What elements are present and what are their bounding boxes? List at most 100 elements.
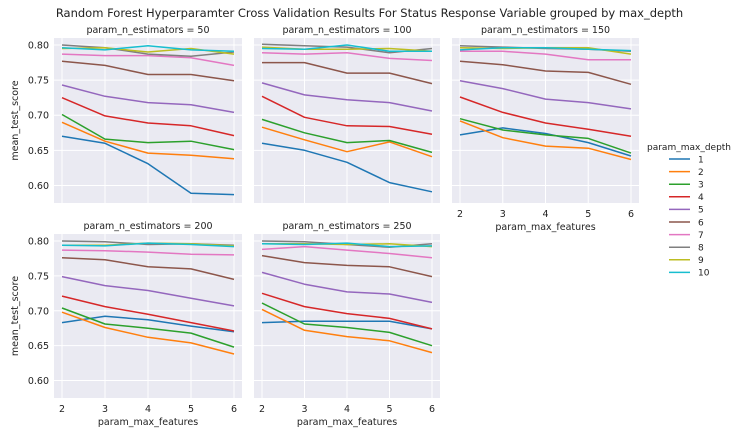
series-line-depth-5 — [61, 84, 235, 114]
x-tick-label: 4 — [145, 404, 151, 415]
series-line-depth-7 — [261, 51, 433, 62]
series-line-depth-3 — [261, 118, 433, 154]
x-tick-label: 2 — [457, 209, 463, 220]
figure-title: Random Forest Hyperparamter Cross Valida… — [56, 6, 683, 20]
panel-title: param_n_estimators = 100 — [282, 25, 411, 36]
x-tick-label: 6 — [429, 404, 435, 415]
x-tick-label: 6 — [231, 404, 237, 415]
series-line-depth-6 — [459, 60, 632, 86]
series-line-depth-8 — [61, 44, 235, 58]
series-line-depth-5 — [261, 271, 433, 304]
series-line-depth-2 — [261, 126, 433, 158]
legend-item: 1 — [669, 155, 704, 165]
series-line-depth-4 — [261, 292, 433, 330]
facet-panel: param_n_estimators = 200 0.60 0.65 0.70 0.75… — [10, 221, 242, 428]
x-axis-label: param_max_features — [98, 417, 198, 428]
facet-grid: param_n_estimators = 50 0.60 0.65 0.70 0.75 0… — [10, 25, 639, 428]
x-tick-label: 5 — [188, 404, 194, 415]
series-line-depth-4 — [261, 95, 433, 135]
x-tick-label: 4 — [344, 404, 350, 415]
series-line-depth-3 — [459, 117, 632, 154]
x-tick-label: 2 — [59, 404, 65, 415]
series-line-depth-6 — [262, 61, 433, 85]
legend-item: 10 — [669, 269, 710, 279]
legend: param_max_depth 1 2 3 4 5 6 7 8 9 10 — [647, 143, 731, 279]
series-line-depth-2 — [261, 308, 433, 354]
legend-label: 5 — [698, 206, 704, 216]
y-tick-label: 0.60 — [28, 181, 49, 192]
x-axis-label: param_max_features — [297, 417, 397, 428]
facet-panel: param_n_estimators = 150 2 3 4 5 6 param_max_f… — [452, 25, 639, 233]
panel-title: param_n_estimators = 250 — [282, 221, 411, 232]
series-line-depth-4 — [61, 97, 235, 137]
series-line-depth-6 — [61, 256, 235, 281]
legend-label: 4 — [698, 193, 704, 203]
facet-panel: param_n_estimators = 100 — [254, 25, 440, 203]
legend-label: 2 — [698, 168, 704, 178]
legend-title: param_max_depth — [647, 143, 731, 153]
x-tick-label: 5 — [386, 404, 392, 415]
x-axis-label: param_max_features — [495, 222, 595, 233]
series-line-depth-2 — [459, 120, 632, 161]
panel-title: param_n_estimators = 50 — [86, 25, 209, 36]
series-line-depth-5 — [261, 82, 433, 112]
series-line-depth-1 — [459, 127, 632, 157]
facet-panel: param_n_estimators = 50 0.60 0.65 0.70 0.75 0… — [10, 25, 242, 203]
x-tick-label: 3 — [500, 209, 506, 220]
x-tick-label: 5 — [585, 209, 591, 220]
legend-item: 9 — [669, 256, 704, 266]
legend-item: 7 — [669, 231, 704, 241]
series-line-depth-7 — [61, 53, 235, 67]
y-axis-label: mean_test_score — [10, 276, 21, 356]
series-line-depth-2 — [61, 311, 235, 355]
y-tick-label: 0.75 — [28, 76, 49, 87]
legend-item: 4 — [669, 193, 704, 203]
legend-label: 7 — [698, 231, 704, 241]
series-line-depth-10 — [61, 44, 235, 53]
legend-item: 3 — [669, 181, 704, 191]
y-tick-label: 0.65 — [28, 146, 49, 157]
legend-item: 8 — [669, 244, 704, 254]
y-tick-label: 0.80 — [28, 41, 49, 52]
series-line-depth-10 — [61, 242, 235, 248]
series-line-depth-4 — [61, 295, 235, 332]
series-line-depth-1 — [61, 135, 235, 196]
x-tick-label: 4 — [542, 209, 548, 220]
series-line-depth-1 — [261, 142, 433, 193]
series-line-depth-6 — [61, 60, 235, 82]
panel-title: param_n_estimators = 150 — [481, 25, 610, 36]
facet-panel: param_n_estimators = 250 2 3 4 5 6 param_max_f… — [254, 221, 440, 428]
legend-label: 10 — [698, 269, 710, 279]
series-line-depth-3 — [261, 302, 433, 347]
y-tick-label: 0.75 — [28, 271, 49, 282]
series-line-depth-7 — [460, 50, 631, 61]
series-line-depth-7 — [261, 245, 433, 259]
series-line-depth-5 — [61, 275, 235, 307]
x-tick-label: 6 — [628, 209, 634, 220]
series-line-depth-1 — [261, 320, 433, 330]
x-tick-label: 3 — [301, 404, 307, 415]
series-line-depth-2 — [61, 121, 235, 160]
x-tick-label: 2 — [259, 404, 265, 415]
legend-item: 6 — [669, 218, 704, 228]
series-line-depth-10 — [261, 242, 433, 248]
y-tick-label: 0.70 — [28, 111, 49, 122]
y-tick-label: 0.65 — [28, 341, 49, 352]
y-axis-label: mean_test_score — [10, 80, 21, 160]
series-line-depth-6 — [261, 254, 433, 278]
series-line-depth-3 — [61, 307, 235, 348]
y-tick-label: 0.80 — [28, 236, 49, 247]
series-line-depth-5 — [459, 80, 632, 110]
series-line-depth-7 — [61, 249, 235, 256]
y-tick-label: 0.70 — [28, 306, 49, 317]
legend-item: 5 — [669, 206, 704, 216]
legend-label: 6 — [698, 218, 704, 228]
series-line-depth-10 — [459, 47, 632, 52]
legend-label: 3 — [698, 181, 704, 191]
panel-title: param_n_estimators = 200 — [83, 221, 212, 232]
x-tick-label: 3 — [102, 404, 108, 415]
legend-label: 9 — [698, 256, 704, 266]
series-line-depth-3 — [61, 113, 235, 151]
legend-label: 1 — [698, 155, 704, 165]
